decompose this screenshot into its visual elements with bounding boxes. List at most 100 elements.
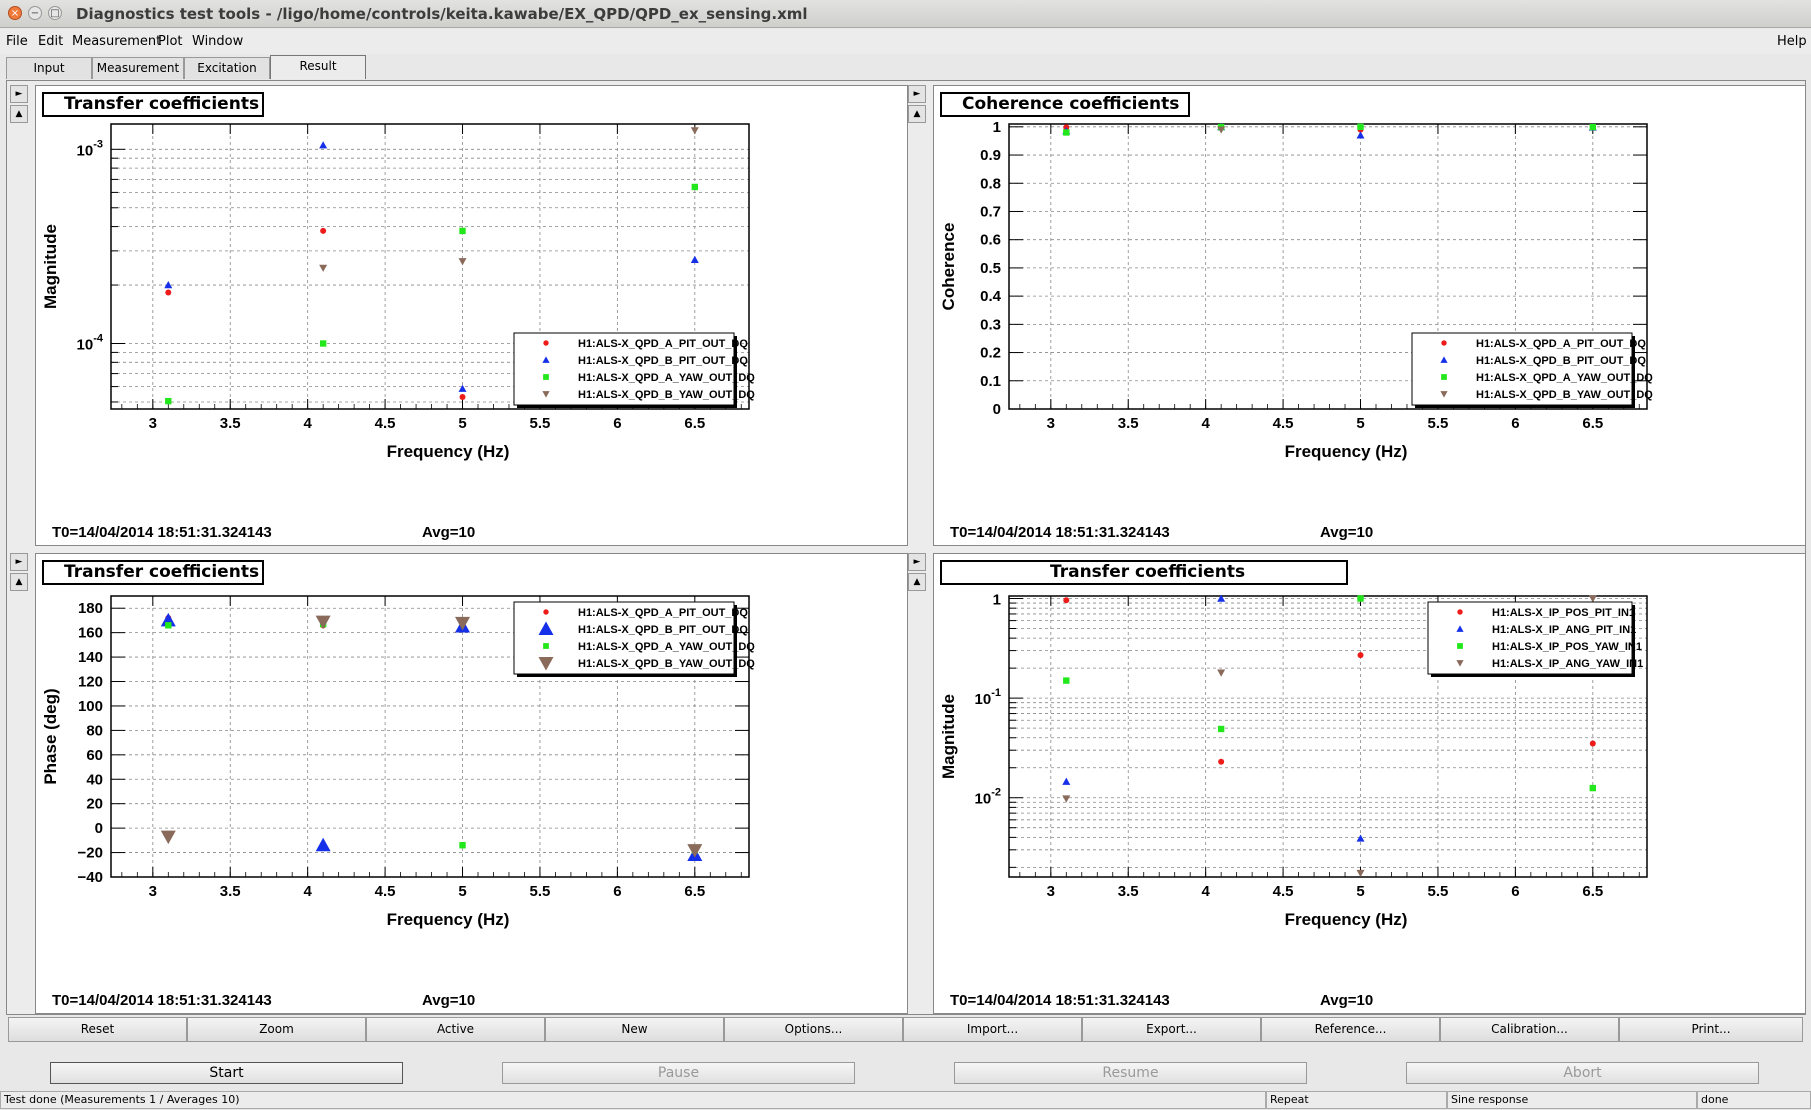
plot-frame [1008, 123, 1648, 410]
plot-frame [1008, 595, 1648, 878]
new-button[interactable]: New [545, 1017, 724, 1042]
data-point [1218, 758, 1225, 765]
data-point [315, 615, 331, 630]
menu-help[interactable]: Help [1777, 34, 1807, 49]
y-tick-label: 60 [86, 747, 103, 764]
x-tick-label: 3 [149, 415, 157, 432]
transfer-phase-plot[interactable]: 3 3.5 4 4.5 5 5.5 6 6.5 −40 −20 0 20 40 60 80 100 120 140… [36, 554, 909, 1015]
data-points [160, 612, 703, 862]
legend-marker [1440, 391, 1448, 398]
x-tick-label: 4.5 [1273, 883, 1294, 900]
zoom-button[interactable]: Zoom [187, 1017, 366, 1042]
x-tick-label: 4 [303, 883, 312, 900]
x-tick-label: 5.5 [1428, 415, 1449, 432]
y-tick-label: 20 [86, 796, 103, 813]
legend[interactable]: H1:ALS-X_IP_POS_PIT_IN1 H1:ALS-X_IP_ANG_P… [1427, 601, 1643, 677]
data-point [459, 227, 466, 235]
menu-plot[interactable]: Plot [158, 34, 183, 49]
menu-window[interactable]: Window [192, 34, 244, 49]
tab-result[interactable]: Result [270, 55, 366, 79]
y-tick-label: 80 [86, 722, 103, 739]
data-point [319, 340, 327, 347]
pad3-expand-icon[interactable]: ► [10, 553, 28, 571]
avg-label: Avg=10 [422, 524, 475, 541]
x-tick-label: 6 [613, 883, 621, 900]
plot-pad-2[interactable]: Coherence coefficients 3 3.5 4 4.5 5 5.5 6 6.5 0… [933, 85, 1806, 546]
y-tick-label: 40 [86, 771, 103, 788]
tab-measurement[interactable]: Measurement [92, 57, 184, 79]
legend-marker [1440, 356, 1448, 363]
data-point [1589, 123, 1597, 131]
pad2-collapse-icon[interactable]: ▲ [908, 105, 926, 123]
pad1-expand-icon[interactable]: ► [10, 85, 28, 103]
data-point [319, 141, 328, 149]
data-point [1062, 795, 1071, 803]
data-point [458, 384, 467, 392]
data-point [1063, 597, 1070, 604]
plot-pad-1[interactable]: Transfer coefficients 3 3.5 4 4.5 5 5.5 6 6.5 10… [35, 85, 908, 546]
reset-button[interactable]: Reset [8, 1017, 187, 1042]
plot-title: Transfer coefficients [42, 560, 264, 585]
y-tick-label: −20 [78, 845, 103, 862]
plot-pad-3[interactable]: Transfer coefficients 3 3.5 4 4.5 5 5.5 6 6.5 −4… [35, 553, 908, 1014]
y-tick-label: 10-3 [77, 138, 103, 159]
active-button[interactable]: Active [366, 1017, 545, 1042]
legend-entry: H1:ALS-X_IP_ANG_PIT_IN1 [1492, 624, 1636, 636]
reference-button[interactable]: Reference... [1261, 1017, 1440, 1042]
x-tick-label: 3.5 [1118, 415, 1139, 432]
maximize-window-icon[interactable]: □ [48, 6, 62, 20]
legend[interactable]: H1:ALS-X_QPD_A_PIT_OUT_DQ H1:ALS-X_QPD_B_… [513, 332, 755, 408]
coherence-plot[interactable]: 3 3.5 4 4.5 5 5.5 6 6.5 0 0.1 0.2 0.3 0.4 0.5 0.6 0.7 0.… [934, 86, 1807, 547]
data-point [315, 837, 331, 852]
data-point [1589, 740, 1596, 747]
y-tick-label: 10-4 [77, 333, 104, 354]
start-button[interactable]: Start [50, 1062, 403, 1084]
abort-button[interactable]: Abort [1406, 1062, 1759, 1084]
options-button[interactable]: Options... [724, 1017, 903, 1042]
y-axis-label: Phase (deg) [41, 688, 60, 784]
calibration-button[interactable]: Calibration... [1440, 1017, 1619, 1042]
tab-excitation[interactable]: Excitation [184, 57, 270, 79]
print-button[interactable]: Print... [1619, 1017, 1803, 1042]
legend-entry: H1:ALS-X_QPD_A_PIT_OUT_DQ [1476, 338, 1646, 350]
pad3-collapse-icon[interactable]: ▲ [10, 573, 28, 591]
pad1-collapse-icon[interactable]: ▲ [10, 105, 28, 123]
pad4-expand-icon[interactable]: ► [908, 553, 926, 571]
pause-button[interactable]: Pause [502, 1062, 855, 1084]
menu-measurement[interactable]: Measurement [72, 34, 162, 49]
tab-input[interactable]: Input [6, 57, 92, 79]
transfer-magnitude-plot[interactable]: 3 3.5 4 4.5 5 5.5 6 6.5 10-4 10-3 Frequency (Hz) Ma… [36, 86, 909, 547]
import-button[interactable]: Import... [903, 1017, 1082, 1042]
legend-entry: H1:ALS-X_QPD_B_YAW_OUT_DQ [578, 658, 755, 670]
avg-label: Avg=10 [1320, 992, 1373, 1009]
data-point [1062, 777, 1071, 785]
data-point [165, 289, 172, 296]
pad4-collapse-icon[interactable]: ▲ [908, 573, 926, 591]
legend-entry: H1:ALS-X_QPD_A_YAW_OUT_DQ [578, 372, 755, 384]
x-tick-label: 3.5 [1118, 883, 1139, 900]
export-button[interactable]: Export... [1082, 1017, 1261, 1042]
legend[interactable]: H1:ALS-X_QPD_A_PIT_OUT_DQ H1:ALS-X_QPD_B_… [1411, 332, 1653, 408]
ip-magnitude-plot[interactable]: 3 3.5 4 4.5 5 5.5 6 6.5 10-2 10-1 1 Frequency (Hz) M… [934, 554, 1807, 1015]
x-tick-label: 6 [1511, 883, 1519, 900]
data-point [319, 264, 328, 272]
menu-file[interactable]: File [6, 34, 28, 49]
plot-title: Transfer coefficients [42, 92, 264, 117]
t0-label: T0=14/04/2014 18:51:31.324143 [52, 524, 272, 541]
data-point [1217, 725, 1225, 733]
resume-button[interactable]: Resume [954, 1062, 1307, 1084]
pad2-expand-icon[interactable]: ► [908, 85, 926, 103]
x-tick-label: 5 [458, 883, 466, 900]
y-tick-label: −40 [78, 869, 103, 886]
y-tick-label: 1 [993, 119, 1001, 136]
t0-label: T0=14/04/2014 18:51:31.324143 [52, 992, 272, 1009]
status-bar: Test done (Measurements 1 / Averages 10)… [0, 1090, 1811, 1110]
minimize-window-icon[interactable]: − [28, 6, 42, 20]
legend[interactable]: H1:ALS-X_QPD_A_PIT_OUT_DQ H1:ALS-X_QPD_B_… [513, 601, 755, 677]
close-window-icon[interactable]: × [8, 6, 22, 20]
menu-edit[interactable]: Edit [38, 34, 64, 49]
y-tick-label: 160 [78, 625, 103, 642]
y-tick-label: 0.9 [980, 147, 1001, 164]
legend-entry: H1:ALS-X_QPD_B_YAW_OUT_DQ [1476, 389, 1653, 401]
plot-pad-4[interactable]: Transfer coefficients 3 3.5 4 4.5 5 5.5 6 6.5 10… [933, 553, 1806, 1014]
